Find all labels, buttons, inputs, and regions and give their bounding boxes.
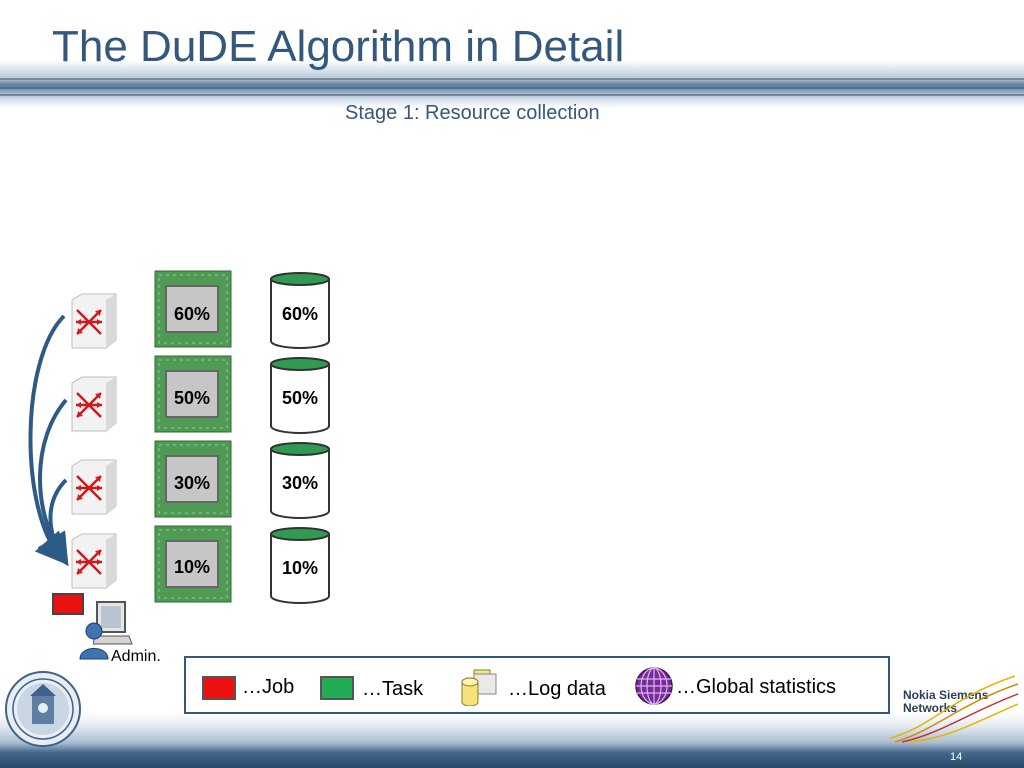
storage-cylinder-icon <box>270 442 330 519</box>
cpu-chip-icon <box>154 525 232 603</box>
cpu-load-label: 60% <box>173 304 211 324</box>
computer-monitor-icon <box>93 601 133 645</box>
cpu-load-label: 50% <box>173 388 211 408</box>
job-swatch <box>202 676 236 700</box>
logo-wave-graphic <box>890 675 1019 743</box>
cpu-chip-icon <box>154 270 232 348</box>
network-switch-icon <box>71 293 117 349</box>
storage-cylinder-icon <box>270 272 330 349</box>
storage-cylinder-icon <box>270 527 330 604</box>
slide-subtitle: Stage 1: Resource collection <box>345 102 600 124</box>
admin-user-icon <box>79 622 109 660</box>
network-switch-icon <box>71 459 117 515</box>
log-data-icon <box>461 669 497 706</box>
slide-title: The DuDE Algorithm in Detail <box>52 22 625 71</box>
university-seal-icon <box>5 671 81 747</box>
network-switch-icon <box>71 376 117 432</box>
storage-usage-label: 30% <box>281 473 319 493</box>
globe-icon <box>635 667 673 705</box>
page-number: 14 <box>950 751 963 763</box>
header-band <box>0 60 1024 108</box>
storage-usage-label: 50% <box>281 388 319 408</box>
storage-usage-label: 60% <box>281 304 319 324</box>
cpu-chip-icon <box>154 440 232 518</box>
footer-band <box>0 712 1024 768</box>
legend-global-statistics-label: …Global statistics <box>676 676 837 698</box>
admin-job-marker <box>52 593 84 615</box>
legend-job-label: …Job <box>242 676 295 698</box>
cpu-load-label: 10% <box>173 557 211 577</box>
network-switch-icon <box>71 533 117 589</box>
task-swatch <box>320 676 354 700</box>
legend-task-label: …Task <box>362 678 424 700</box>
legend-box: …Job …Task …Log data …Global statistics <box>184 656 890 714</box>
cpu-chip-icon <box>154 355 232 433</box>
storage-usage-label: 10% <box>281 558 319 578</box>
storage-cylinder-icon <box>270 357 330 434</box>
arrow-node3-to-node4 <box>37 478 69 567</box>
admin-label: Admin. <box>111 648 161 665</box>
cpu-load-label: 30% <box>173 473 211 493</box>
legend-log-data-label: …Log data <box>508 678 606 700</box>
